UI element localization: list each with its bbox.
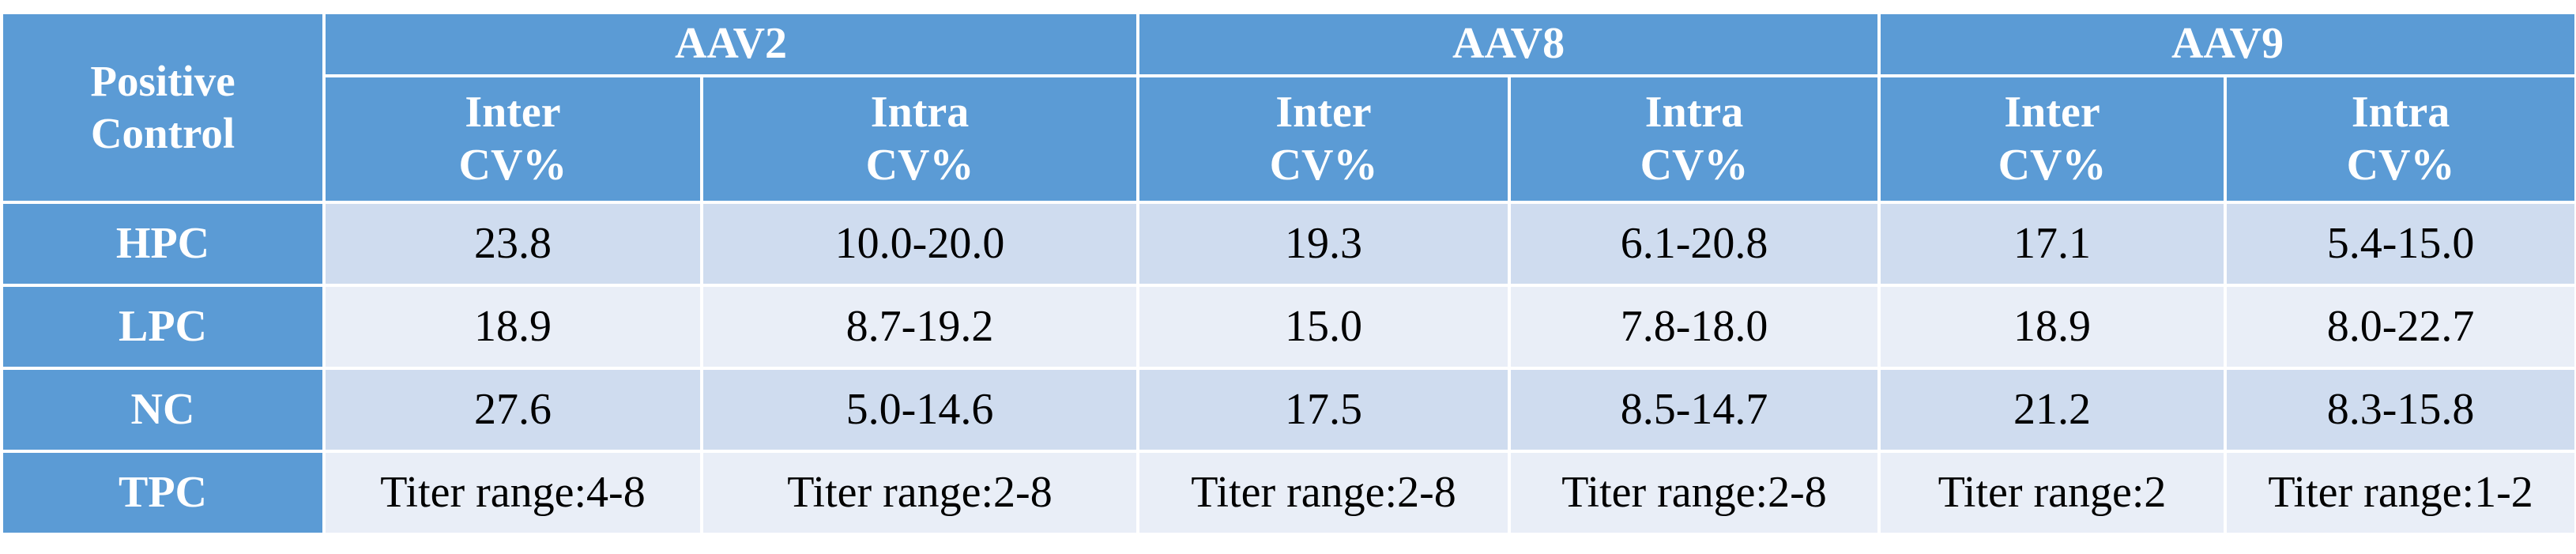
table-row: NC 27.6 5.0-14.6 17.5 8.5-14.7 21.2 8.3-… xyxy=(0,367,2576,453)
table-cell: 23.8 xyxy=(322,201,703,287)
table-cell: 17.5 xyxy=(1136,367,1512,453)
table-cell: 8.7-19.2 xyxy=(699,284,1140,370)
table-cell: 6.1-20.8 xyxy=(1508,201,1881,287)
table-cell: 7.8-18.0 xyxy=(1508,284,1881,370)
inter-cv-header: Inter CV% xyxy=(322,74,703,204)
cv-summary-table: Positive Control AAV2 AAV8 AAV9 Inter CV… xyxy=(0,11,2576,536)
table-cell: 21.2 xyxy=(1877,367,2228,453)
row-label: LPC xyxy=(0,284,326,370)
table-cell: Titer range:2-8 xyxy=(1508,450,1881,536)
table-cell: 18.9 xyxy=(1877,284,2228,370)
serotype-header-aav8: AAV8 xyxy=(1136,11,1881,77)
row-label: TPC xyxy=(0,450,326,536)
serotype-header-row: Positive Control AAV2 AAV8 AAV9 xyxy=(0,11,2576,204)
table-cell: 5.4-15.0 xyxy=(2224,201,2576,287)
cv-subheader-row: Inter CV% Intra CV% Inter CV% Intra CV% … xyxy=(2,74,2576,204)
table-cell: Titer range:2-8 xyxy=(699,450,1140,536)
table-row: TPC Titer range:4-8 Titer range:2-8 Tite… xyxy=(0,450,2576,536)
intra-cv-header: Intra CV% xyxy=(699,74,1140,204)
table-cell: 8.3-15.8 xyxy=(2224,367,2576,453)
serotype-header-aav9: AAV9 xyxy=(1877,11,2576,77)
table-cell: 8.5-14.7 xyxy=(1508,367,1881,453)
table-cell: 10.0-20.0 xyxy=(699,201,1140,287)
inter-cv-header: Inter CV% xyxy=(1136,74,1512,204)
table-cell: Titer range:2-8 xyxy=(1136,450,1512,536)
inter-cv-header: Inter CV% xyxy=(1877,74,2228,204)
table-cell: 15.0 xyxy=(1136,284,1512,370)
row-label: NC xyxy=(0,367,326,453)
table-cell: Titer range:2 xyxy=(1877,450,2228,536)
table-row: HPC 23.8 10.0-20.0 19.3 6.1-20.8 17.1 5.… xyxy=(0,201,2576,287)
table-cell: Titer range:4-8 xyxy=(322,450,703,536)
table-cell: 17.1 xyxy=(1877,201,2228,287)
table-cell: 27.6 xyxy=(322,367,703,453)
positive-control-header: Positive Control xyxy=(0,11,326,204)
table-cell: 8.0-22.7 xyxy=(2224,284,2576,370)
intra-cv-header: Intra CV% xyxy=(1508,74,1881,204)
serotype-header-aav2: AAV2 xyxy=(322,11,1140,77)
table-cell: Titer range:1-2 xyxy=(2224,450,2576,536)
table-cell: 5.0-14.6 xyxy=(699,367,1140,453)
table-cell: 19.3 xyxy=(1136,201,1512,287)
table-row: LPC 18.9 8.7-19.2 15.0 7.8-18.0 18.9 8.0… xyxy=(0,284,2576,370)
table-cell: 18.9 xyxy=(322,284,703,370)
row-label: HPC xyxy=(0,201,326,287)
intra-cv-header: Intra CV% xyxy=(2224,74,2576,204)
